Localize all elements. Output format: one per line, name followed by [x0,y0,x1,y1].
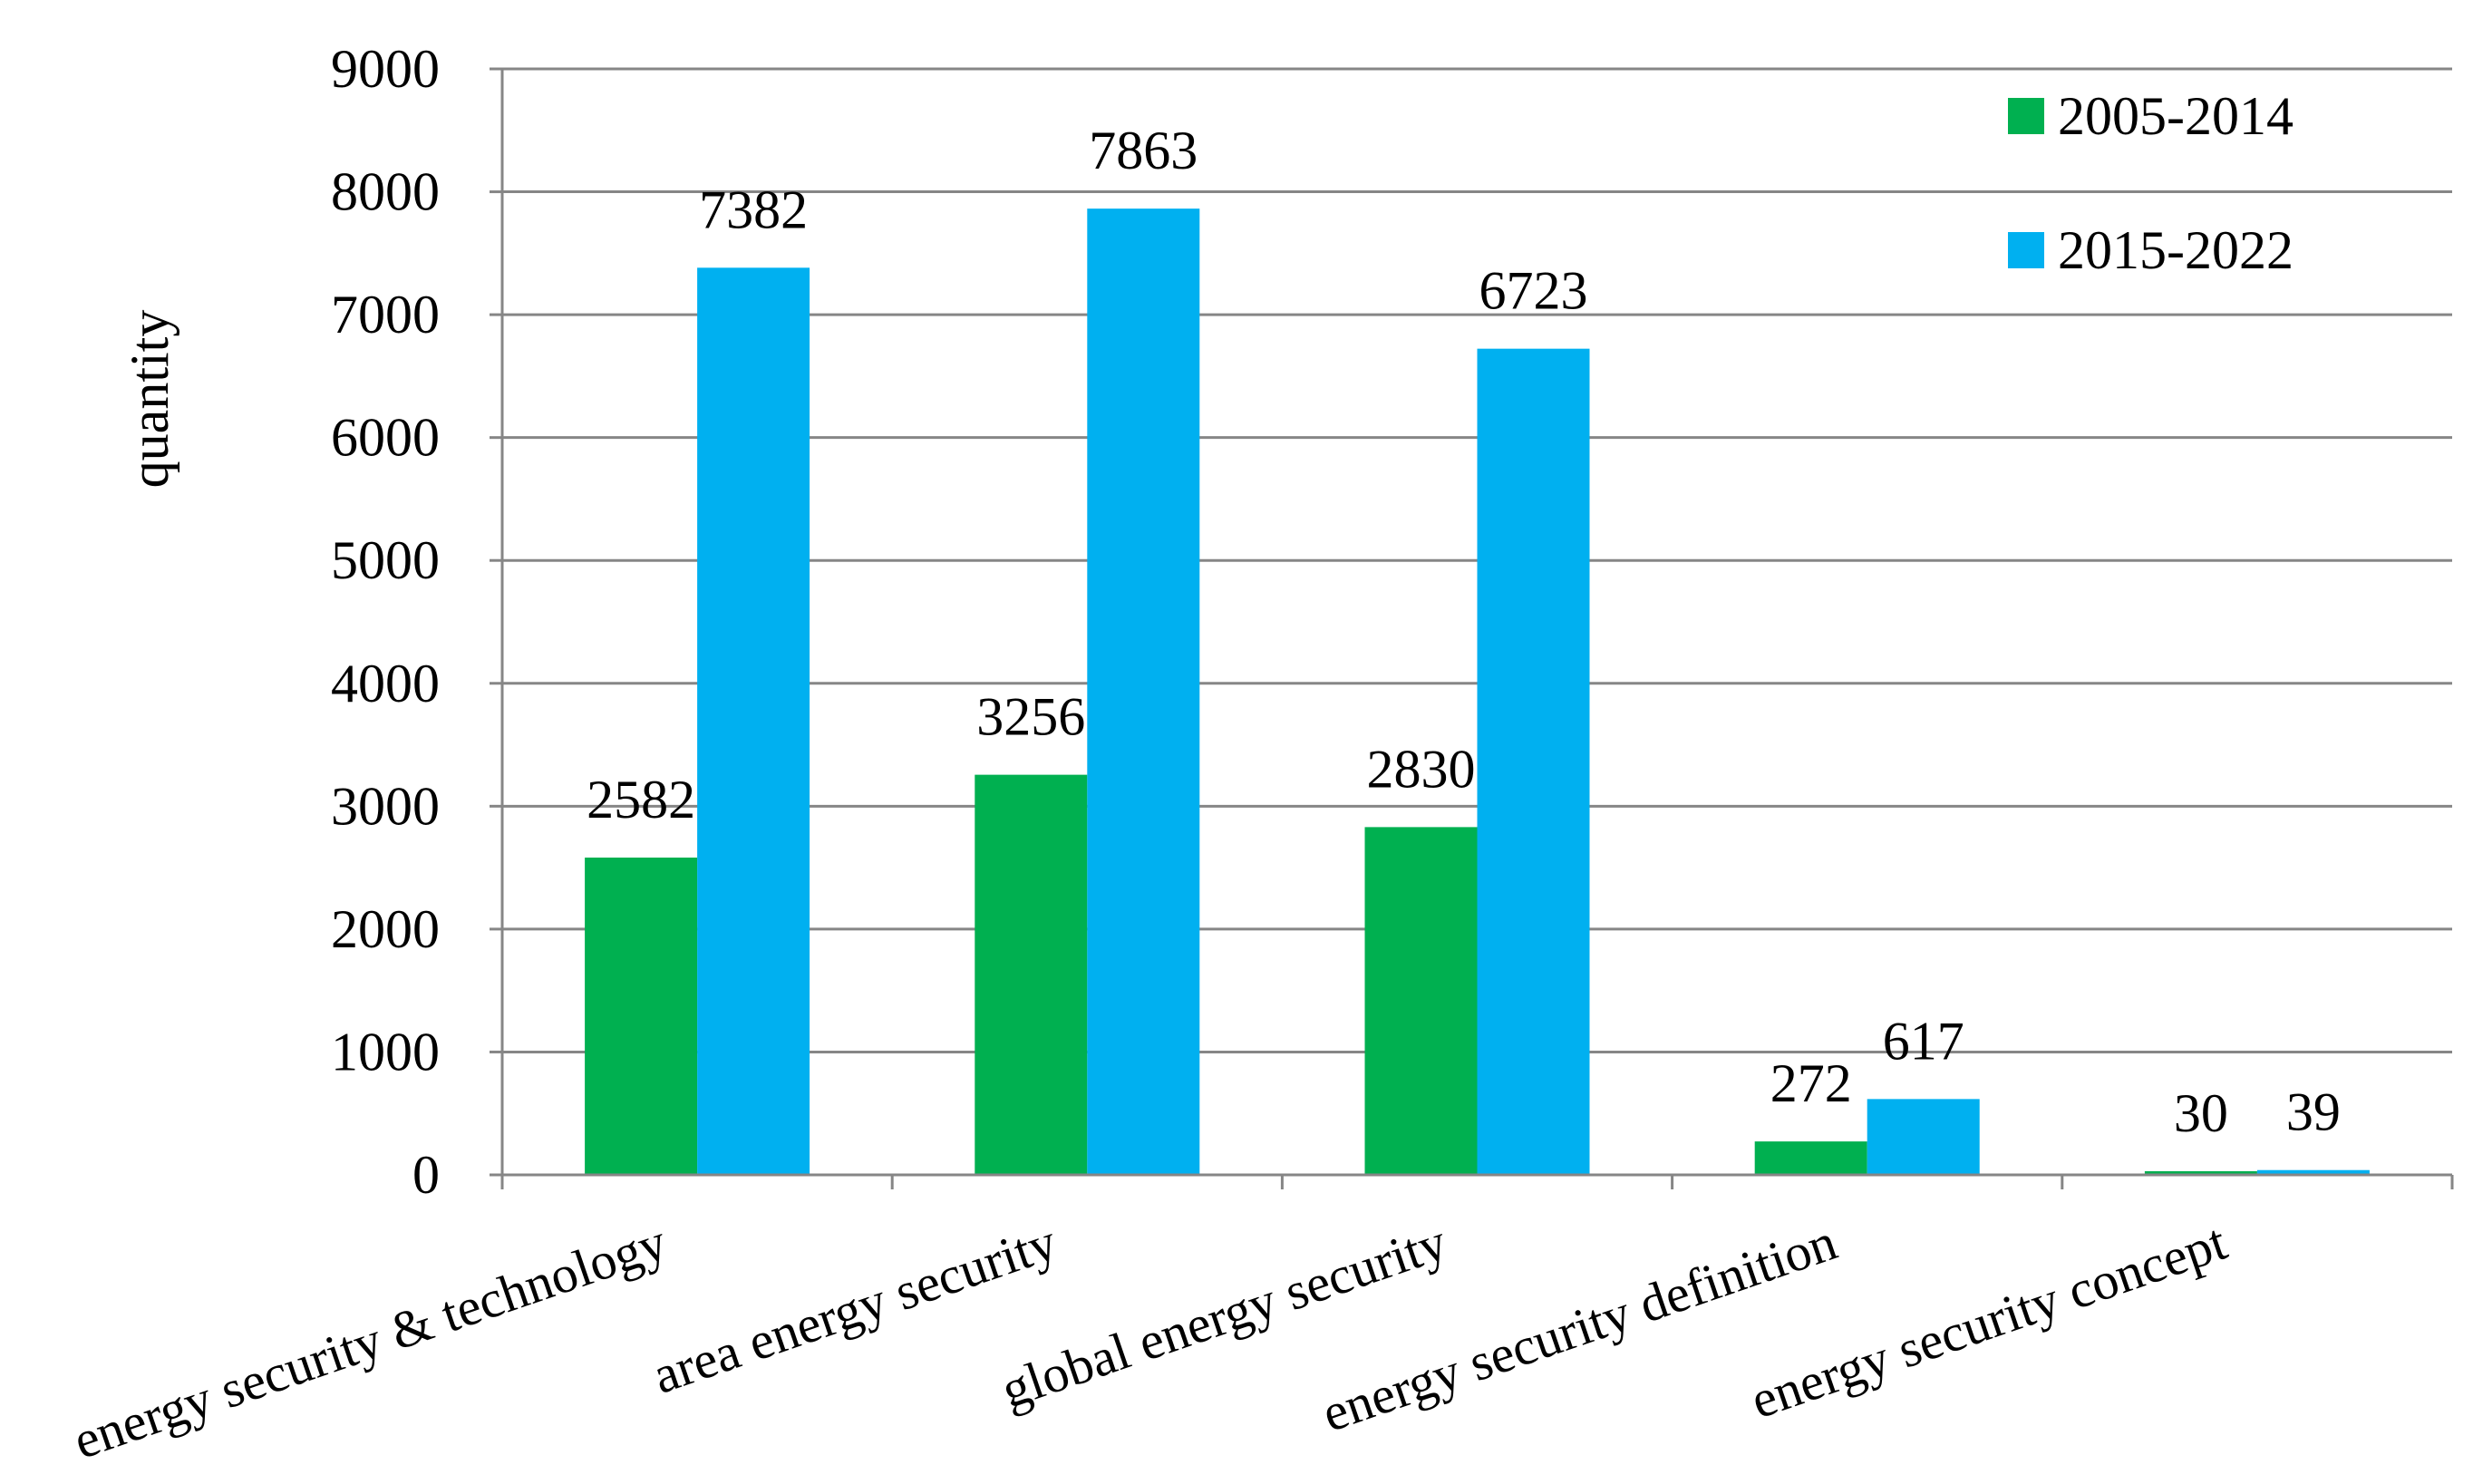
data-label-2005-2014-2: 2830 [1367,739,1476,799]
bar-2015-2022-3 [1867,1099,1980,1175]
legend: 2005-2014 2015-2022 [2008,86,2294,280]
bar-2005-2014-3 [1754,1141,1867,1175]
data-label-2015-2022-4: 39 [2286,1082,2341,1142]
category-label-0: energy security & technology [66,1212,674,1470]
legend-label-2005-2014: 2005-2014 [2058,86,2294,146]
data-label-2015-2022-2: 6723 [1479,261,1588,321]
bar-2015-2022-4 [2256,1169,2370,1175]
bar-2015-2022-0 [697,267,810,1176]
y-axis-title: quantity [120,310,179,489]
bar-2015-2022-1 [1087,209,1200,1175]
y-tick-label-1000: 1000 [331,1022,440,1081]
legend-label-2015-2022: 2015-2022 [2058,220,2294,280]
data-label-2005-2014-3: 272 [1770,1053,1852,1113]
y-tick-label-2000: 2000 [331,899,440,959]
y-tick-label-0: 0 [412,1145,440,1205]
bar-2005-2014-4 [2144,1170,2257,1175]
bar-2005-2014-1 [975,774,1088,1175]
axes [490,67,2454,1189]
data-label-2005-2014-0: 2582 [587,770,695,829]
data-label-2015-2022-1: 7863 [1089,121,1198,180]
labels: 0 1000 2000 3000 4000 5000 6000 7000 8000 9000 258… [66,39,2341,1470]
data-label-2015-2022-3: 617 [1883,1011,1964,1071]
legend-swatch-2005-2014 [2008,98,2044,134]
bar-2005-2014-0 [585,857,698,1175]
y-tick-label-8000: 8000 [331,162,440,222]
bar-2015-2022-2 [1477,348,1590,1175]
data-label-2005-2014-1: 3256 [976,687,1085,747]
y-tick-label-4000: 4000 [331,654,440,713]
y-tick-label-5000: 5000 [331,530,440,590]
y-tick-label-6000: 6000 [331,408,440,468]
data-label-2015-2022-0: 7382 [699,179,808,239]
data-label-2005-2014-4: 30 [2174,1083,2228,1143]
bar-2005-2014-2 [1364,827,1478,1175]
bars [585,209,2370,1176]
y-tick-label-7000: 7000 [331,285,440,344]
y-tick-label-9000: 9000 [331,39,440,99]
y-tick-label-3000: 3000 [331,776,440,836]
legend-swatch-2015-2022 [2008,232,2044,268]
